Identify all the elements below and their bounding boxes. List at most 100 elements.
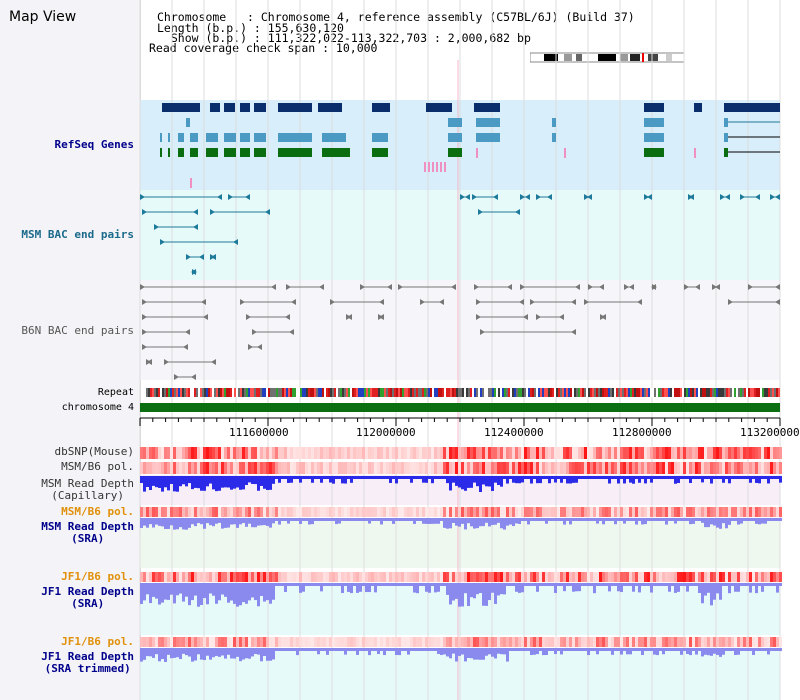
label-jf1-depth-sra[interactable]: JF1 Read Depth (SRA) [41,585,134,610]
bac-end-pair [651,284,656,290]
bac-end-pair [536,314,541,320]
jf1-depth-sra-bin [179,583,182,594]
msm-depth-sra-bin [404,518,407,521]
jf1-pol-bin [749,637,752,647]
jf1-pol-bin [536,572,539,582]
msm-pol-bin [761,507,764,517]
jf1-pol-bin [626,572,629,582]
msm-pol-bin [278,462,281,474]
dbsnp-bin [275,447,278,459]
jf1-depth-sra-bin [626,583,629,586]
msm-depth-cap-bin [308,476,311,479]
label-refseq-genes[interactable]: RefSeq Genes [54,138,134,151]
msm-depth-sra-bin [653,518,656,521]
repeat-segment [388,388,390,397]
jf1-depth-trim-bin [413,648,416,651]
gene-feature [724,148,728,157]
msm-pol-bin [209,507,212,517]
jf1-pol-bin [692,572,695,582]
jf1-depth-sra-bin [467,583,470,607]
label-jf1-pol[interactable]: JF1/B6 pol. [61,570,134,583]
dbsnp-bin [728,447,731,459]
jf1-pol-bin [368,572,371,582]
msm-depth-cap-bin [716,476,719,479]
gene-feature [428,162,430,172]
msm-pol-bin [758,507,761,517]
jf1-pol-bin [689,637,692,647]
repeat-segment [722,388,724,397]
msm-depth-sra-bin [164,518,167,530]
msm-depth-sra-bin [359,518,362,521]
repeat-segment [726,388,728,397]
msm-depth-sra-bin [734,518,737,521]
jf1-depth-sra-bin [149,583,152,604]
repeat-segment [442,388,444,397]
msm-depth-cap-bin [740,476,743,479]
repeat-segment [174,388,176,397]
dbsnp-bin [485,447,488,459]
jf1-depth-trim-bin [332,648,335,651]
label-jf1-depth-trimmed[interactable]: JF1 Read Depth (SRA trimmed) [41,650,134,675]
jf1-pol-bin [140,637,143,647]
repeat-segment [246,388,248,397]
repeat-segment [658,388,660,397]
msm-depth-sra-bin [776,518,779,521]
label-msm-pol-2[interactable]: MSM/B6 pol. [61,505,134,518]
jf1-pol-bin [275,572,278,582]
repeat-segment [484,388,486,397]
msm-depth-sra-bin [458,518,461,527]
jf1-pol-bin [407,637,410,647]
msm-depth-sra-bin [365,518,368,521]
msm-pol-bin [686,507,689,517]
jf1-pol-bin [626,637,629,647]
jf1-depth-trim-bin [320,648,323,651]
bac-end-pair [360,284,365,290]
jf1-depth-trim-bin [386,648,389,651]
jf1-depth-sra-bin [563,583,566,592]
repeat-segment [720,388,722,397]
jf1-depth-trim-bin [227,648,230,655]
repeat-segment [416,388,418,397]
label-b6n-bac[interactable]: B6N BAC end pairs [21,324,134,337]
label-dbsnp[interactable]: dbSNP(Mouse) [54,445,134,458]
jf1-pol-bin [254,637,257,647]
msm-pol-bin [482,462,485,474]
jf1-depth-trim-bin [740,648,743,651]
jf1-depth-sra-bin [770,583,773,586]
label-jf1-pol-2[interactable]: JF1/B6 pol. [61,635,134,648]
jf1-depth-sra-bin [344,583,347,586]
dbsnp-bin [746,447,749,459]
jf1-depth-trim-bin [392,648,395,651]
msm-pol-bin [719,507,722,517]
msm-depth-cap-bin [170,476,173,484]
msm-depth-cap-bin [146,476,149,488]
jf1-pol-bin [557,637,560,647]
label-msm-depth-capillary[interactable]: MSM Read Depth (Capillary) [41,477,134,502]
label-msm-bac[interactable]: MSM BAC end pairs [21,228,134,241]
bac-end-pair [211,254,216,260]
dbsnp-bin [659,447,662,459]
msm-pol-bin [356,462,359,474]
repeat-segment [778,388,780,397]
repeat-segment [738,388,740,397]
gene-feature [644,118,664,127]
msm-pol-bin [218,462,221,474]
msm-depth-cap-bin [452,476,455,483]
label-msm-pol[interactable]: MSM/B6 pol. [61,460,134,473]
msm-depth-sra-bin [509,518,512,525]
jf1-pol-bin [383,572,386,582]
dbsnp-bin [245,447,248,459]
msm-depth-sra-bin [263,518,266,526]
label-msm-depth-sra[interactable]: MSM Read Depth (SRA) [41,520,134,545]
msm-pol-bin [422,507,425,517]
jf1-pol-bin [332,637,335,647]
dbsnp-bin [260,447,263,459]
dbsnp-bin [578,447,581,459]
jf1-depth-sra-bin [557,583,560,586]
repeat-segment [688,388,690,397]
msm-pol-bin [656,507,659,517]
repeat-segment [156,388,158,397]
jf1-depth-sra-bin [581,583,584,586]
msm-pol-bin [362,462,365,474]
